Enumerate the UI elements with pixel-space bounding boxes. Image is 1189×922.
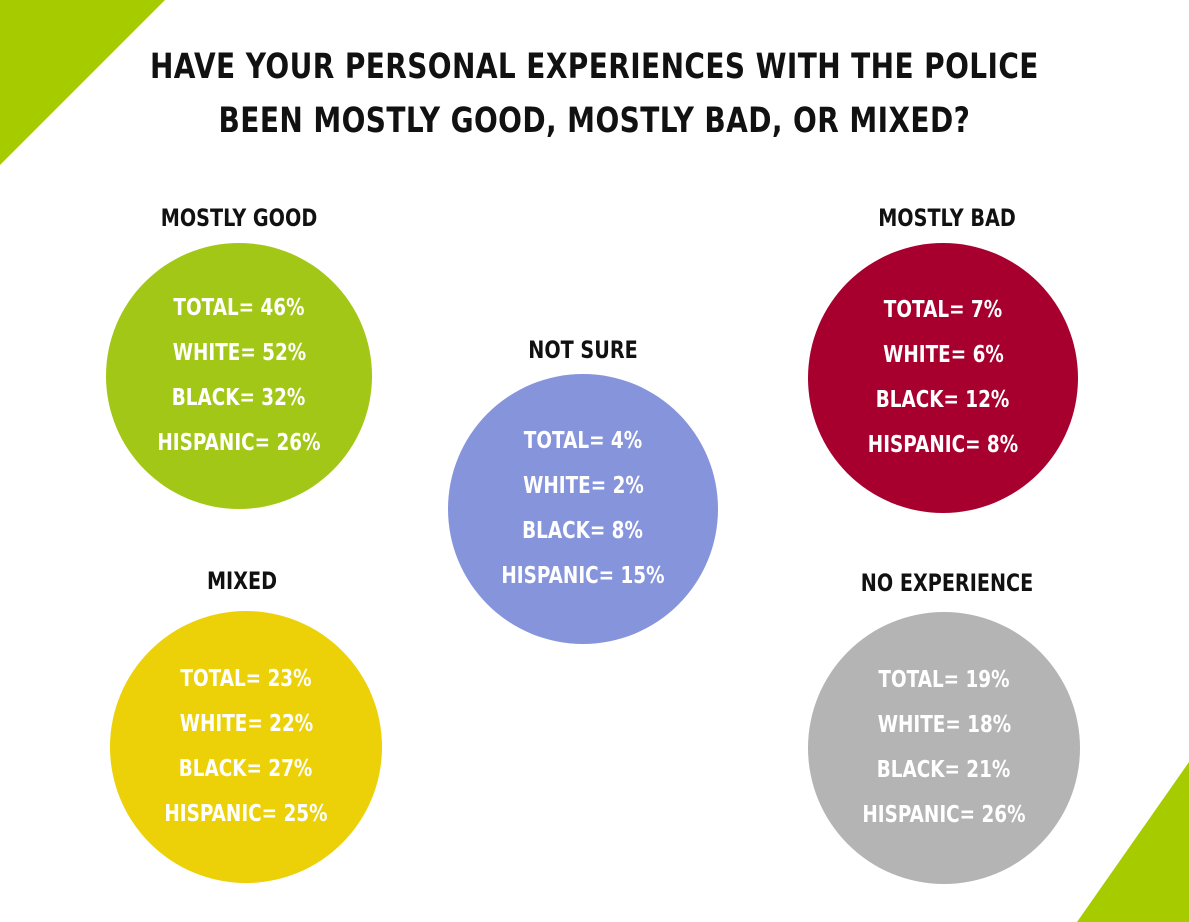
bubble-no-experience-black: BLACK= 21% (877, 757, 1011, 783)
chart-title-line-1: HAVE YOUR PERSONAL EXPERIENCES WITH THE … (149, 47, 1039, 87)
bubble-no-experience-total: TOTAL= 19% (878, 667, 1010, 693)
bubble-mostly-good: TOTAL= 46% WHITE= 52% BLACK= 32% HISPANI… (106, 243, 372, 509)
corner-triangle-bottom-right (1077, 762, 1189, 922)
bubble-mostly-bad-total: TOTAL= 7% (883, 297, 1003, 323)
bubble-no-experience: TOTAL= 19% WHITE= 18% BLACK= 21% HISPANI… (808, 612, 1080, 884)
bubble-not-sure-hispanic: HISPANIC= 15% (501, 563, 665, 589)
bubble-no-experience-hispanic: HISPANIC= 26% (862, 802, 1026, 828)
bubble-mostly-good-total: TOTAL= 46% (173, 295, 305, 321)
bubble-mostly-good-white: WHITE= 52% (172, 340, 306, 366)
bubble-mostly-bad: TOTAL= 7% WHITE= 6% BLACK= 12% HISPANIC=… (808, 243, 1078, 513)
bubble-mostly-bad-hispanic: HISPANIC= 8% (867, 432, 1019, 458)
bubble-mostly-good-black: BLACK= 32% (172, 385, 306, 411)
bubble-mixed-white: WHITE= 22% (179, 711, 313, 737)
bubble-mostly-good-hispanic: HISPANIC= 26% (157, 430, 321, 456)
label-no-experience: NO EXPERIENCE (860, 569, 1034, 597)
bubble-not-sure-total: TOTAL= 4% (523, 428, 643, 454)
corner-triangle-top-left (0, 0, 165, 165)
bubble-no-experience-white: WHITE= 18% (877, 712, 1011, 738)
bubble-not-sure: TOTAL= 4% WHITE= 2% BLACK= 8% HISPANIC= … (448, 374, 718, 644)
label-mostly-bad: MOSTLY BAD (878, 204, 1016, 232)
bubble-mixed-black: BLACK= 27% (179, 756, 313, 782)
label-mixed: MIXED (206, 567, 278, 595)
bubble-mixed-hispanic: HISPANIC= 25% (164, 801, 328, 827)
bubble-mostly-bad-white: WHITE= 6% (882, 342, 1004, 368)
bubble-not-sure-white: WHITE= 2% (522, 473, 644, 499)
label-not-sure: NOT SURE (528, 336, 638, 364)
bubble-mostly-bad-black: BLACK= 12% (876, 387, 1010, 413)
bubble-mixed: TOTAL= 23% WHITE= 22% BLACK= 27% HISPANI… (110, 611, 382, 883)
chart-title-line-2: BEEN MOSTLY GOOD, MOSTLY BAD, OR MIXED? (218, 101, 971, 141)
bubble-mixed-total: TOTAL= 23% (180, 666, 312, 692)
bubble-not-sure-black: BLACK= 8% (522, 518, 644, 544)
label-mostly-good: MOSTLY GOOD (160, 204, 318, 232)
chart-title: HAVE YOUR PERSONAL EXPERIENCES WITH THE … (119, 40, 1070, 148)
